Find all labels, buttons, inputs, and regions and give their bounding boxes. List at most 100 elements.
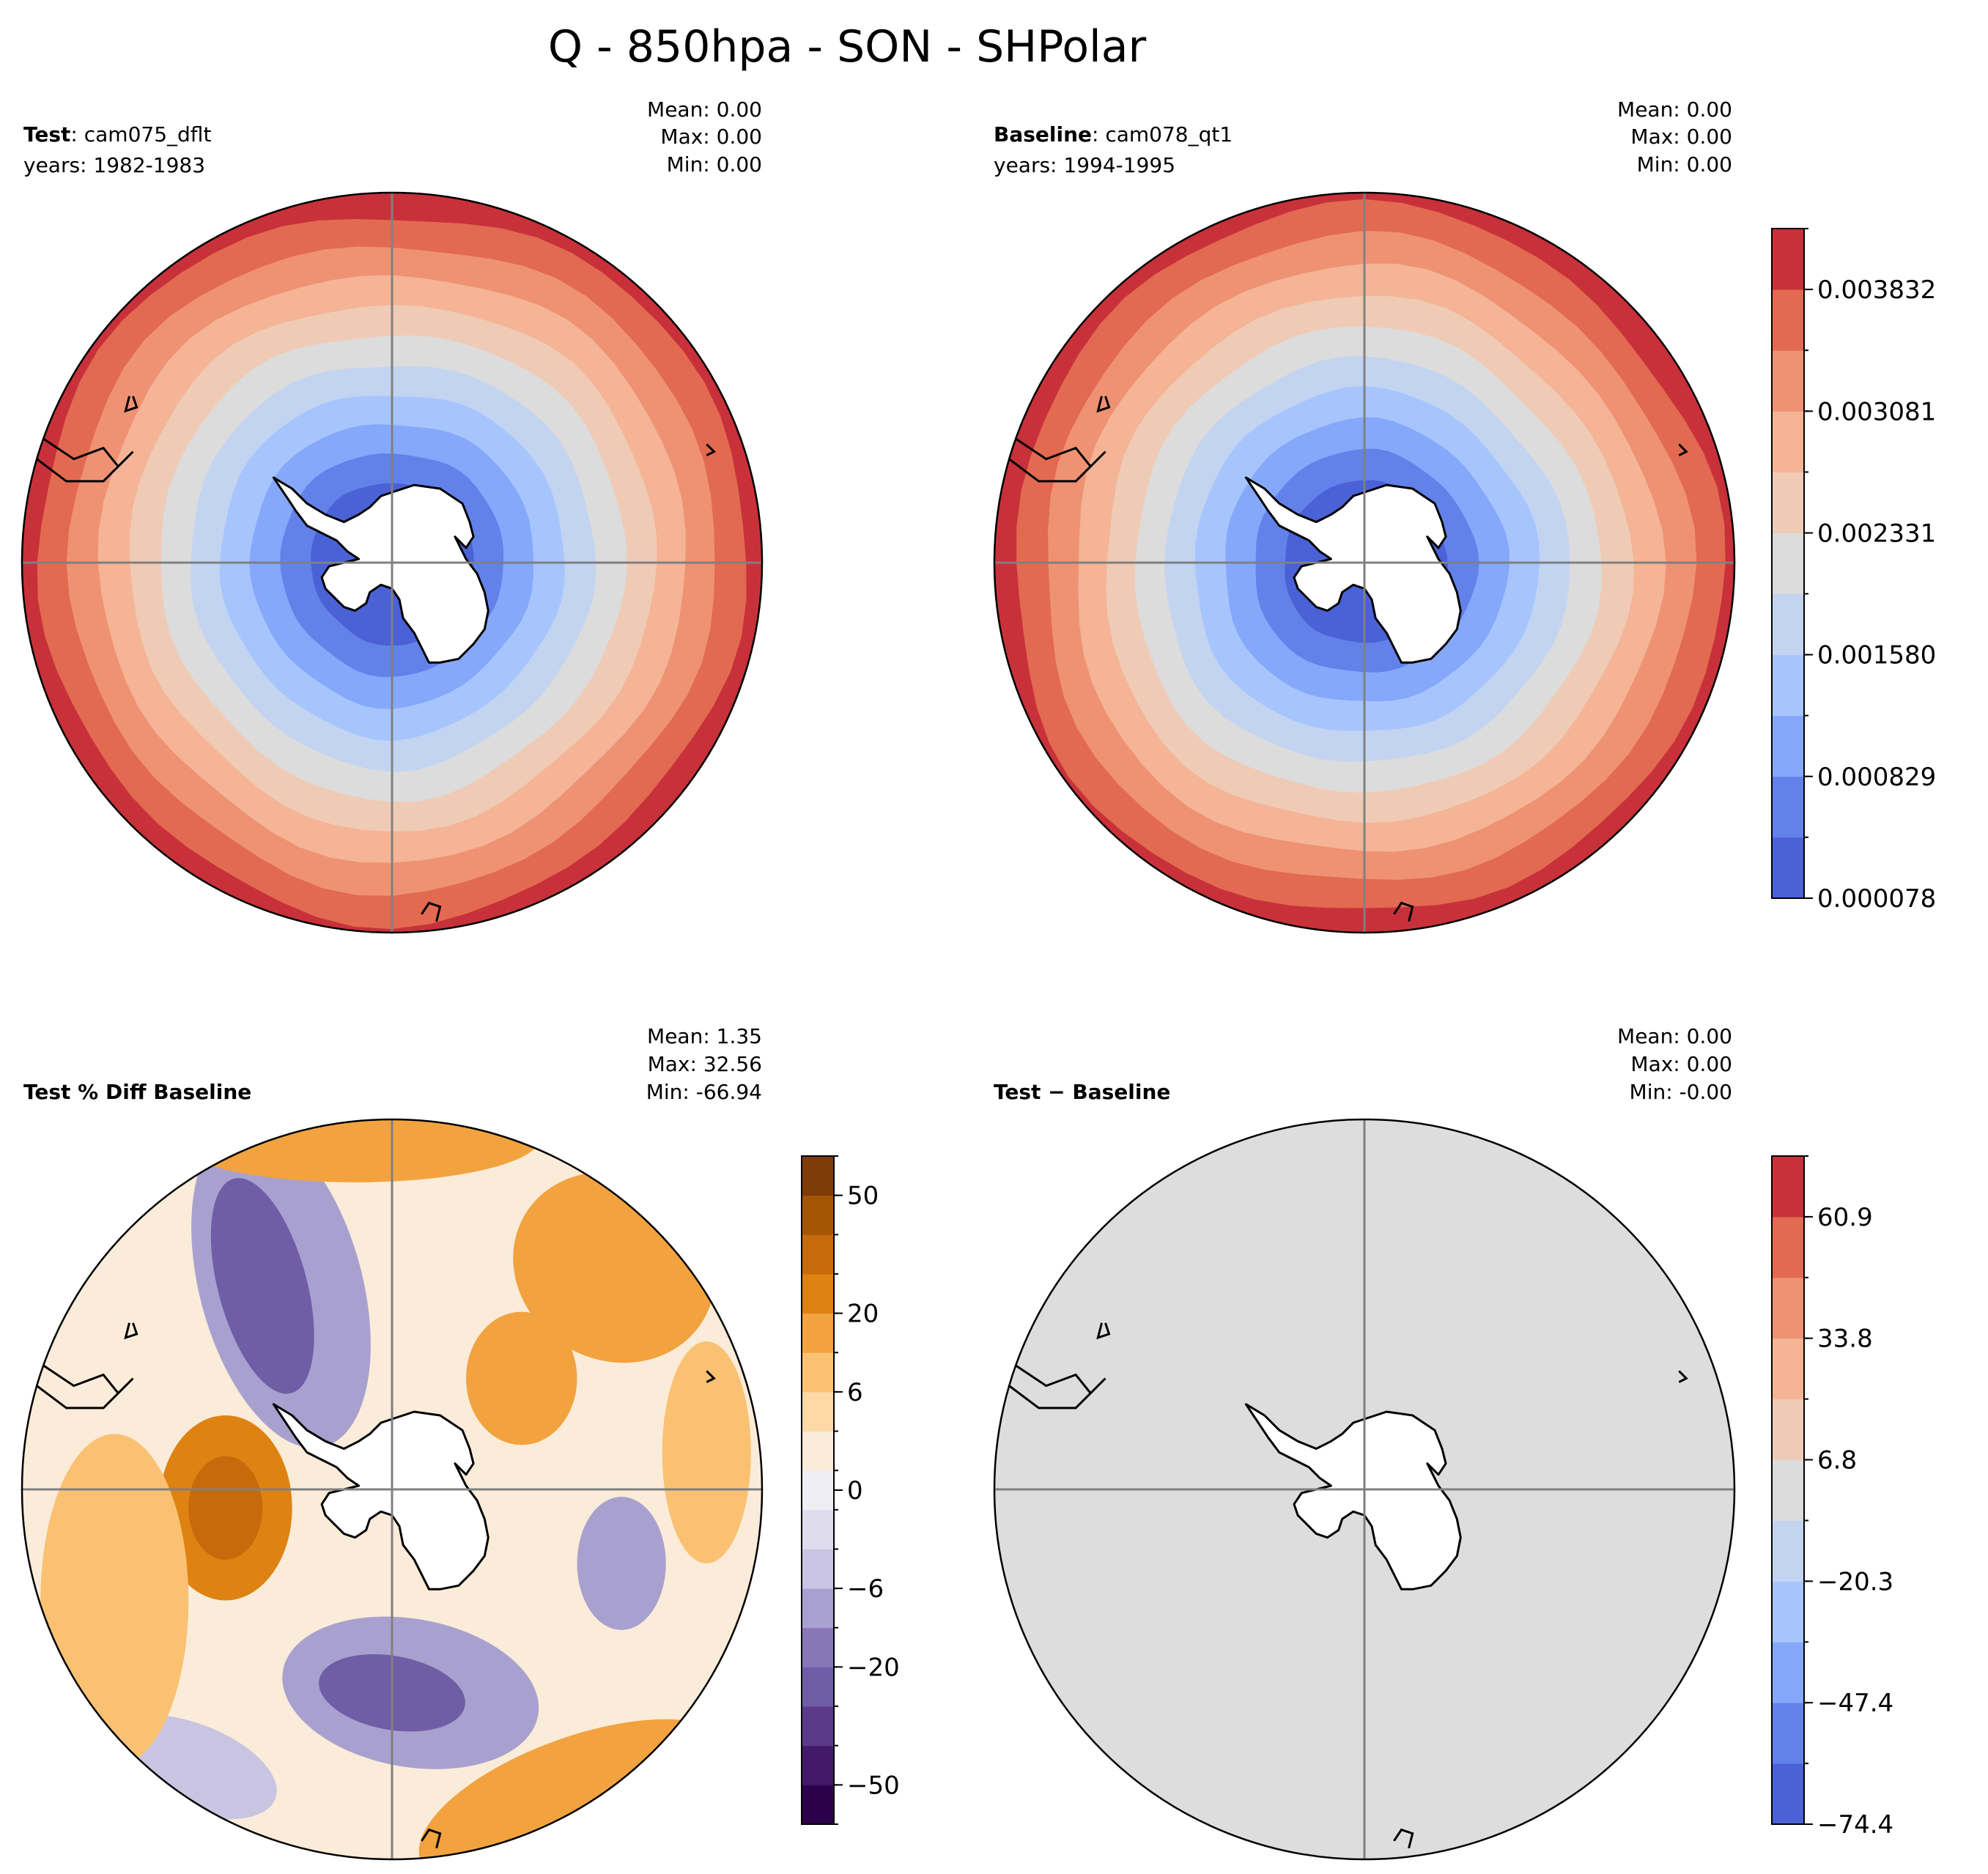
colorbar-segment-10 xyxy=(1772,1156,1804,1218)
coastline-fragment-3 xyxy=(1393,901,1414,922)
panel-baseline-years: years: 1994-1995 xyxy=(994,153,1175,177)
coastline-fragment-3 xyxy=(421,1828,442,1849)
figure-title: Q - 850hpa - SON - SHPolar xyxy=(548,21,1147,73)
colorbar-segment-0 xyxy=(1772,1763,1804,1825)
antarctica-coastline xyxy=(272,476,489,664)
colorbar-segment-4 xyxy=(802,1627,834,1667)
colorbar-segment-3 xyxy=(1772,654,1804,716)
panel-pctdiff-min: Min: -66.94 xyxy=(646,1080,762,1104)
colorbar-outline xyxy=(1771,1155,1805,1825)
panel-test-map xyxy=(21,191,764,934)
colorbar-segment-4 xyxy=(1772,593,1804,656)
colorbar-tick-label: 6 xyxy=(847,1378,863,1407)
map-boundary xyxy=(993,1118,1736,1861)
panel-diff-min: Min: -0.00 xyxy=(1630,1080,1732,1104)
panel-test-years: years: 1982-1983 xyxy=(23,153,205,177)
colorbar-segment-9 xyxy=(1772,289,1804,351)
colorbar-tick-label: 6.8 xyxy=(1817,1446,1857,1475)
colorbar-segment-2 xyxy=(1772,715,1804,777)
coastline-fragment-1 xyxy=(1096,396,1111,413)
colorbar-tick-label: 0.001580 xyxy=(1817,641,1936,670)
panel-test-min: Min: 0.00 xyxy=(667,152,762,177)
colorbar-tick-label: 0 xyxy=(847,1476,863,1506)
colorbar-segment-11 xyxy=(802,1352,834,1393)
colorbar-segment-7 xyxy=(1772,411,1804,473)
colorbar-segment-1 xyxy=(802,1745,834,1785)
panel-diff-max: Max: 0.00 xyxy=(1630,1052,1732,1076)
coastline-fragment-2 xyxy=(706,1370,716,1383)
colorbar-segment-8 xyxy=(1772,350,1804,412)
colorbar-segment-0 xyxy=(1772,837,1804,899)
panel-diff-map xyxy=(993,1118,1736,1861)
panel-pctdiff-map xyxy=(21,1118,764,1861)
colorbar-tick-label: −6 xyxy=(847,1574,884,1604)
panel-pctdiff: Test % Diff Baseline Mean: 1.35 Max: 32.… xyxy=(21,1024,764,1861)
map-boundary xyxy=(21,191,764,934)
colorbar-tick-label: −20.3 xyxy=(1817,1567,1893,1596)
panel-pctdiff-label: Test % Diff Baseline xyxy=(23,1080,251,1104)
antarctica-coastline xyxy=(272,1403,489,1590)
colorbar-tick-label: 0.003081 xyxy=(1817,397,1936,426)
coastline-fragment-2 xyxy=(1678,1370,1688,1383)
panel-diff-mean: Mean: 0.00 xyxy=(1617,1024,1732,1048)
coastline-fragment-2 xyxy=(706,443,716,456)
coastline-fragment-1 xyxy=(124,1322,138,1340)
coastline-fragment-0 xyxy=(36,436,134,483)
colorbar-segment-10 xyxy=(802,1391,834,1432)
map-boundary xyxy=(993,191,1736,934)
colorbar-segment-8 xyxy=(802,1470,834,1511)
coastline-fragment-3 xyxy=(1393,1828,1414,1849)
colorbar-segment-12 xyxy=(802,1313,834,1353)
coastline-fragment-0 xyxy=(36,1363,134,1410)
colorbar-segment-6 xyxy=(1772,472,1804,533)
contour-blob-1 xyxy=(210,1178,314,1394)
colorbar-segment-3 xyxy=(802,1667,834,1707)
panel-test-mean: Mean: 0.00 xyxy=(647,97,762,122)
colorbar-segment-8 xyxy=(1772,1277,1804,1339)
colorbar-segment-0 xyxy=(802,1785,834,1825)
colorbar-segment-9 xyxy=(1772,1216,1804,1278)
contour-blob-12 xyxy=(662,1341,751,1563)
contour-blob-13 xyxy=(466,1311,577,1445)
colorbar-tick-label: 20 xyxy=(847,1300,879,1329)
colorbar-pct-diff: −50 −20 −6 0 6 20 50 xyxy=(801,1155,900,1825)
panel-pctdiff-max: Max: 32.56 xyxy=(648,1052,762,1076)
colorbar-tick-label: 0.000829 xyxy=(1817,763,1936,792)
panel-test: Test: cam075_dflt years: 1982-1983 Mean:… xyxy=(21,97,764,934)
contour-blob-9 xyxy=(40,1434,189,1767)
coastline-fragment-2 xyxy=(1678,443,1688,456)
panel-diff-label: Test − Baseline xyxy=(994,1080,1170,1104)
panel-baseline: Baseline: cam078_qt1 years: 1994-1995 Me… xyxy=(993,97,1736,934)
coastline-fragment-0 xyxy=(1008,436,1106,483)
colorbar-segment-2 xyxy=(802,1706,834,1747)
colorbar-tick-label: 0.000078 xyxy=(1817,884,1936,914)
antarctica-coastline xyxy=(1244,476,1462,664)
colorbar-segment-6 xyxy=(802,1549,834,1589)
colorbar-segment-16 xyxy=(802,1156,834,1196)
colorbar-values: 0.000078 0.000829 0.001580 0.002331 0.003081… xyxy=(1771,228,1936,914)
colorbar-tick-label: −74.4 xyxy=(1817,1810,1893,1840)
colorbar-segment-5 xyxy=(1772,533,1804,595)
colorbar-tick-label: −47.4 xyxy=(1817,1689,1893,1718)
colorbar-tick-label: −50 xyxy=(847,1771,900,1800)
coastline-fragment-3 xyxy=(421,901,442,922)
coastline-fragment-1 xyxy=(124,396,138,413)
contour-blob-11 xyxy=(170,1119,540,1182)
panel-test-label: Test: cam075_dflt xyxy=(23,122,211,147)
colorbar-segment-7 xyxy=(1772,1338,1804,1400)
colorbar-tick-label: −20 xyxy=(847,1653,900,1682)
map-boundary xyxy=(21,1118,764,1861)
panel-pctdiff-mean: Mean: 1.35 xyxy=(647,1024,762,1048)
colorbar-segment-14 xyxy=(802,1234,834,1275)
colorbar-segment-5 xyxy=(802,1588,834,1629)
panel-baseline-min: Min: 0.00 xyxy=(1637,152,1732,177)
colorbar-tick-label: 0.002331 xyxy=(1817,519,1936,548)
panel-test-max: Max: 0.00 xyxy=(660,125,762,149)
colorbar-segment-15 xyxy=(802,1195,834,1235)
coastline-fragment-1 xyxy=(1096,1322,1111,1340)
panel-baseline-label: Baseline: cam078_qt1 xyxy=(994,122,1233,147)
map-field xyxy=(994,193,1734,933)
colorbar-diff: −74.4 −47.4 −20.3 6.8 33.8 60.9 xyxy=(1771,1155,1893,1840)
panel-baseline-map xyxy=(993,191,1736,934)
